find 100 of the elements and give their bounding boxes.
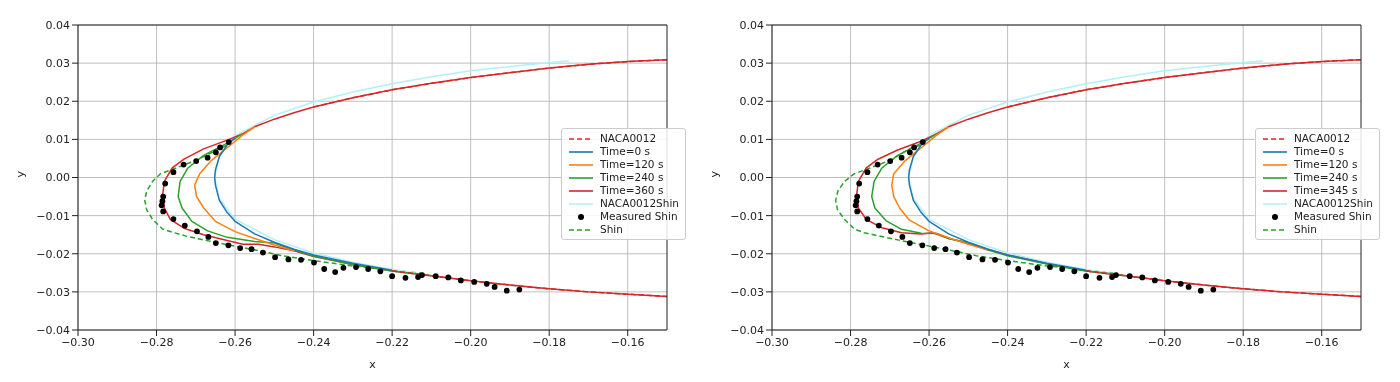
- x-tick-label: −0.20: [453, 335, 488, 349]
- point: [298, 256, 304, 263]
- legend-label: Time=240 s: [1294, 171, 1358, 184]
- y-axis-title: y: [707, 170, 721, 178]
- point: [1015, 266, 1022, 272]
- point: [212, 240, 219, 246]
- x-tick-label: −0.18: [532, 335, 567, 349]
- x-tick-label: −0.26: [912, 335, 946, 349]
- point: [272, 254, 278, 261]
- y-tick-label: −0.03: [36, 285, 70, 299]
- legend-label: Time=0 s: [600, 145, 650, 158]
- point: [516, 286, 523, 293]
- point: [1059, 266, 1066, 272]
- x-tick-label: −0.30: [61, 335, 95, 349]
- y-tick-label: 0.04: [739, 18, 764, 32]
- x-tick-label: −0.16: [610, 335, 645, 349]
- x-tick-label: −0.30: [755, 335, 789, 349]
- point: [1034, 264, 1041, 271]
- legend-label: NACA0012: [1294, 132, 1351, 145]
- point: [1126, 273, 1133, 280]
- point: [864, 216, 871, 222]
- y-tick-label: 0.01: [45, 133, 70, 147]
- y-tick-label: 0.02: [45, 95, 70, 109]
- x-axis-title: x: [369, 358, 377, 371]
- x-tick-label: −0.18: [1226, 335, 1261, 349]
- y-tick-label: −0.01: [36, 209, 70, 223]
- point: [1083, 273, 1090, 280]
- point: [852, 202, 859, 209]
- point: [942, 246, 949, 253]
- point: [911, 144, 918, 151]
- point: [445, 274, 452, 281]
- point: [180, 161, 187, 168]
- point: [1185, 284, 1192, 290]
- point: [954, 249, 960, 256]
- y-tick-label: 0.03: [45, 57, 70, 71]
- point: [1026, 269, 1033, 275]
- y-tick-label: 0.00: [739, 171, 764, 185]
- point: [377, 268, 384, 275]
- point: [205, 234, 212, 240]
- legend-label: Measured Shin: [600, 210, 678, 223]
- legend-label: Time=240 s: [600, 171, 664, 184]
- x-tick-label: −0.28: [833, 335, 868, 349]
- point: [158, 202, 165, 209]
- point: [1071, 268, 1078, 275]
- point: [204, 154, 211, 161]
- x-tick-label: −0.24: [296, 335, 331, 349]
- legend-label: Shin: [600, 223, 623, 236]
- point: [181, 222, 188, 229]
- x-tick-label: −0.24: [990, 335, 1025, 349]
- legend-label: Measured Shin: [1294, 210, 1372, 223]
- point: [856, 180, 863, 187]
- x-tick-label: −0.22: [1069, 335, 1103, 349]
- point: [899, 234, 906, 240]
- x-tick-label: −0.20: [1147, 335, 1182, 349]
- point: [888, 228, 894, 235]
- point: [432, 273, 439, 280]
- point: [1113, 272, 1119, 278]
- point: [906, 149, 913, 156]
- point: [225, 242, 232, 249]
- point: [471, 279, 478, 285]
- point: [1165, 279, 1172, 285]
- y-tick-label: 0.04: [45, 18, 70, 32]
- line-series: [907, 137, 1087, 271]
- legend-label: NACA0012: [600, 132, 657, 145]
- point: [919, 139, 926, 145]
- point: [1047, 264, 1053, 270]
- point: [225, 139, 232, 145]
- x-tick-label: −0.26: [218, 335, 252, 349]
- point: [402, 274, 409, 281]
- y-tick-label: −0.04: [730, 323, 764, 337]
- point: [906, 240, 913, 246]
- point: [966, 254, 972, 261]
- y-axis-title: y: [13, 170, 27, 178]
- y-tick-label: −0.02: [36, 247, 70, 261]
- point: [898, 154, 905, 161]
- point: [874, 161, 881, 168]
- y-tick-label: −0.01: [730, 209, 764, 223]
- point: [419, 272, 425, 278]
- point: [503, 287, 510, 294]
- x-axis-title: x: [1063, 358, 1071, 371]
- point: [170, 216, 177, 222]
- point: [365, 266, 372, 272]
- point: [483, 281, 490, 287]
- point: [193, 158, 200, 164]
- y-tick-label: −0.03: [730, 285, 764, 299]
- line-series: [213, 60, 570, 292]
- point: [332, 269, 339, 275]
- point: [321, 266, 328, 272]
- point: [854, 208, 861, 215]
- point: [1139, 274, 1146, 281]
- legend-label: NACA0012Shin: [600, 197, 679, 210]
- point: [353, 264, 359, 270]
- point: [260, 249, 266, 256]
- point: [992, 256, 998, 263]
- y-tick-label: −0.02: [730, 247, 764, 261]
- point: [285, 256, 292, 263]
- point: [887, 158, 894, 164]
- y-tick-label: 0.02: [739, 95, 764, 109]
- y-tick-label: 0.01: [739, 133, 764, 147]
- point: [217, 144, 224, 151]
